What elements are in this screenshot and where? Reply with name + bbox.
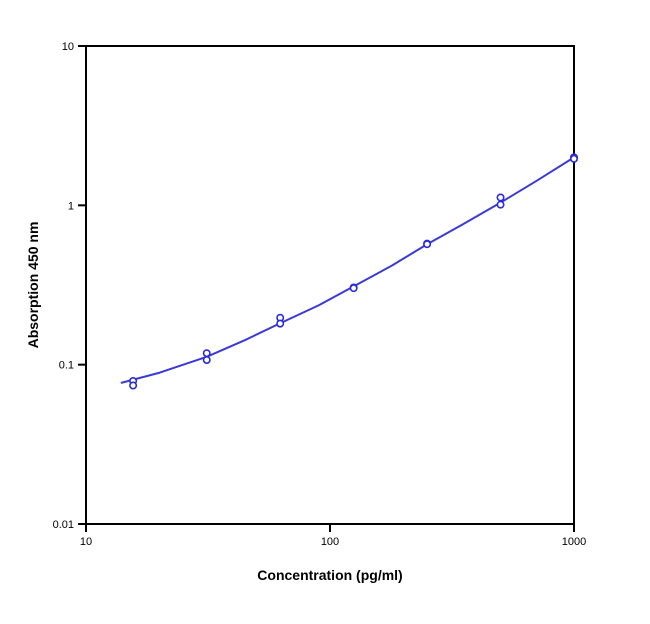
data-point xyxy=(496,200,505,209)
data-point xyxy=(569,154,578,163)
data-point xyxy=(202,349,211,358)
fit-curve-group xyxy=(120,156,575,384)
y-axis-label: Absorption 450 nm xyxy=(25,222,41,349)
plot-frame xyxy=(85,45,575,525)
data-points-group xyxy=(129,153,578,390)
y-ticks-group: 0.01 0.1 1 10 xyxy=(53,41,86,531)
y-tick-label: 0.01 xyxy=(53,519,74,531)
x-tick-label: 10 xyxy=(80,536,92,548)
data-point xyxy=(276,319,285,328)
data-point xyxy=(129,381,138,390)
x-axis-label: Concentration (pg/ml) xyxy=(257,567,402,583)
axes-group xyxy=(85,45,575,525)
y-tick-label: 0.1 xyxy=(59,360,74,372)
y-tick-label: 1 xyxy=(68,200,74,212)
x-tick-label: 100 xyxy=(321,536,339,548)
x-ticks-group: 10 100 1000 xyxy=(80,524,586,548)
data-point xyxy=(423,240,432,249)
data-point xyxy=(496,193,505,202)
y-tick-label: 10 xyxy=(62,41,74,53)
fit-curve-line xyxy=(120,156,575,384)
x-tick-label: 1000 xyxy=(562,536,586,548)
data-point xyxy=(202,355,211,364)
data-point xyxy=(349,284,358,293)
